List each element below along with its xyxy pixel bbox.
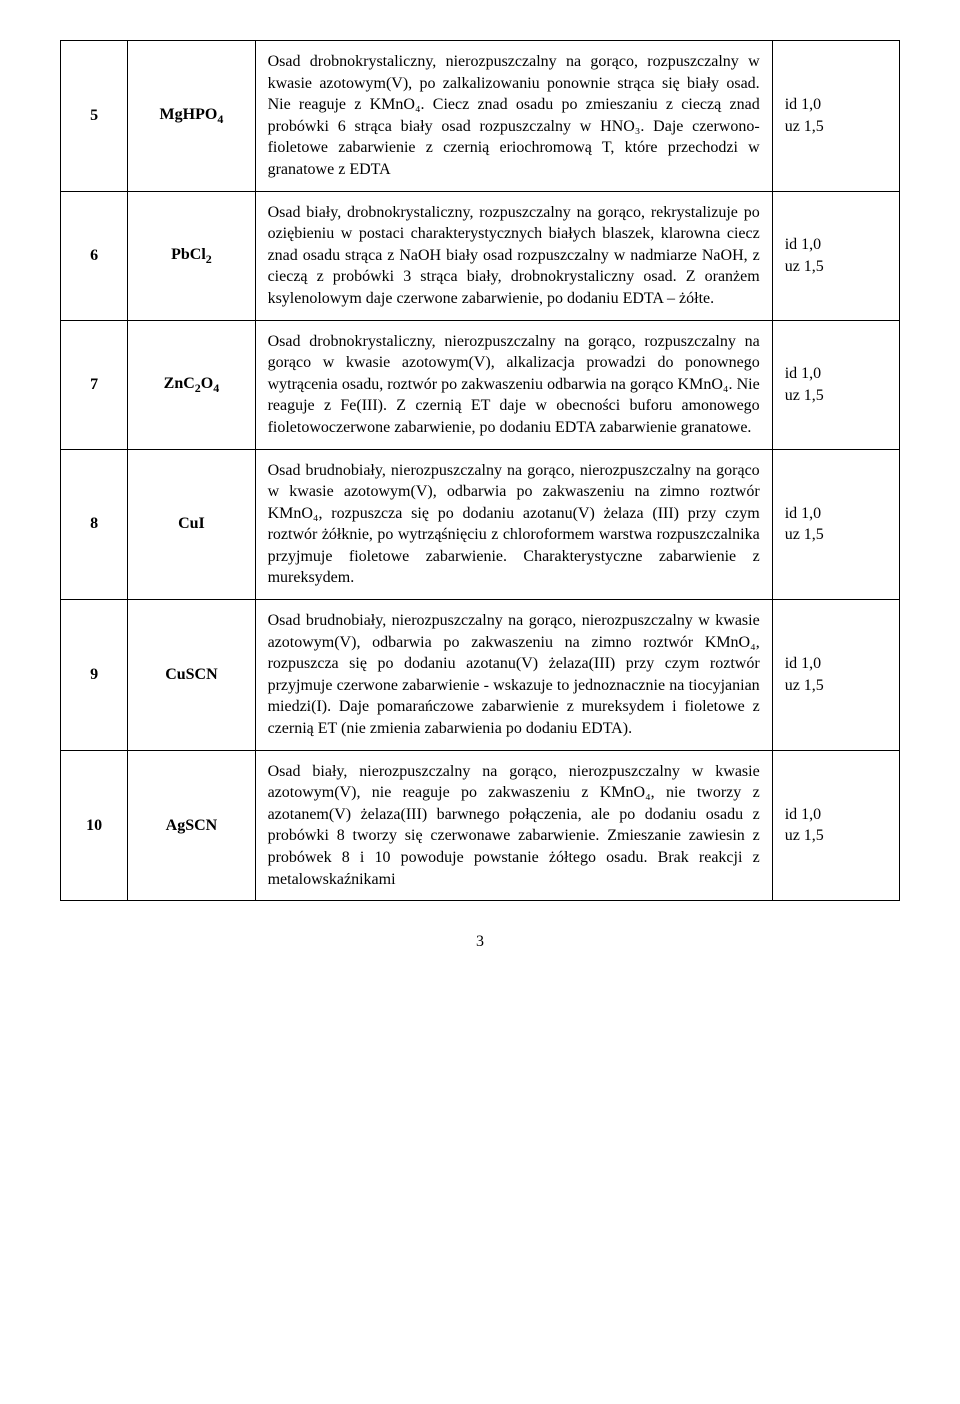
description-cell: Osad brudnobiały, nierozpuszczalny na go… xyxy=(255,600,772,751)
score-cell: id 1,0uz 1,5 xyxy=(772,320,899,449)
compound-formula: MgHPO4 xyxy=(128,41,255,192)
table-row: 5MgHPO4Osad drobnokrystaliczny, nierozpu… xyxy=(61,41,900,192)
compound-formula: CuSCN xyxy=(128,600,255,751)
score-uz: uz 1,5 xyxy=(785,256,887,278)
table-row: 8CuIOsad brudnobiały, nierozpuszczalny n… xyxy=(61,449,900,600)
description-cell: Osad biały, nierozpuszczalny na gorąco, … xyxy=(255,750,772,901)
score-id: id 1,0 xyxy=(785,804,887,826)
table-row: 6PbCl2Osad biały, drobnokrystaliczny, ro… xyxy=(61,191,900,320)
score-id: id 1,0 xyxy=(785,363,887,385)
score-uz: uz 1,5 xyxy=(785,675,887,697)
description-cell: Osad brudnobiały, nierozpuszczalny na go… xyxy=(255,449,772,600)
row-number: 10 xyxy=(61,750,128,901)
description-cell: Osad biały, drobnokrystaliczny, rozpuszc… xyxy=(255,191,772,320)
score-uz: uz 1,5 xyxy=(785,825,887,847)
row-number: 6 xyxy=(61,191,128,320)
score-id: id 1,0 xyxy=(785,653,887,675)
compound-formula: PbCl2 xyxy=(128,191,255,320)
score-uz: uz 1,5 xyxy=(785,385,887,407)
score-cell: id 1,0uz 1,5 xyxy=(772,449,899,600)
score-cell: id 1,0uz 1,5 xyxy=(772,600,899,751)
score-cell: id 1,0uz 1,5 xyxy=(772,750,899,901)
score-id: id 1,0 xyxy=(785,94,887,116)
table-body: 5MgHPO4Osad drobnokrystaliczny, nierozpu… xyxy=(61,41,900,901)
chemistry-table: 5MgHPO4Osad drobnokrystaliczny, nierozpu… xyxy=(60,40,900,901)
row-number: 8 xyxy=(61,449,128,600)
score-id: id 1,0 xyxy=(785,503,887,525)
score-cell: id 1,0uz 1,5 xyxy=(772,191,899,320)
table-row: 7ZnC2O4Osad drobnokrystaliczny, nierozpu… xyxy=(61,320,900,449)
compound-formula: CuI xyxy=(128,449,255,600)
compound-formula: ZnC2O4 xyxy=(128,320,255,449)
row-number: 5 xyxy=(61,41,128,192)
score-id: id 1,0 xyxy=(785,234,887,256)
table-row: 10AgSCNOsad biały, nierozpuszczalny na g… xyxy=(61,750,900,901)
compound-formula: AgSCN xyxy=(128,750,255,901)
row-number: 9 xyxy=(61,600,128,751)
table-row: 9CuSCNOsad brudnobiały, nierozpuszczalny… xyxy=(61,600,900,751)
score-uz: uz 1,5 xyxy=(785,116,887,138)
row-number: 7 xyxy=(61,320,128,449)
score-uz: uz 1,5 xyxy=(785,524,887,546)
description-cell: Osad drobnokrystaliczny, nierozpuszczaln… xyxy=(255,41,772,192)
score-cell: id 1,0uz 1,5 xyxy=(772,41,899,192)
description-cell: Osad drobnokrystaliczny, nierozpuszczaln… xyxy=(255,320,772,449)
page-number: 3 xyxy=(60,931,900,953)
